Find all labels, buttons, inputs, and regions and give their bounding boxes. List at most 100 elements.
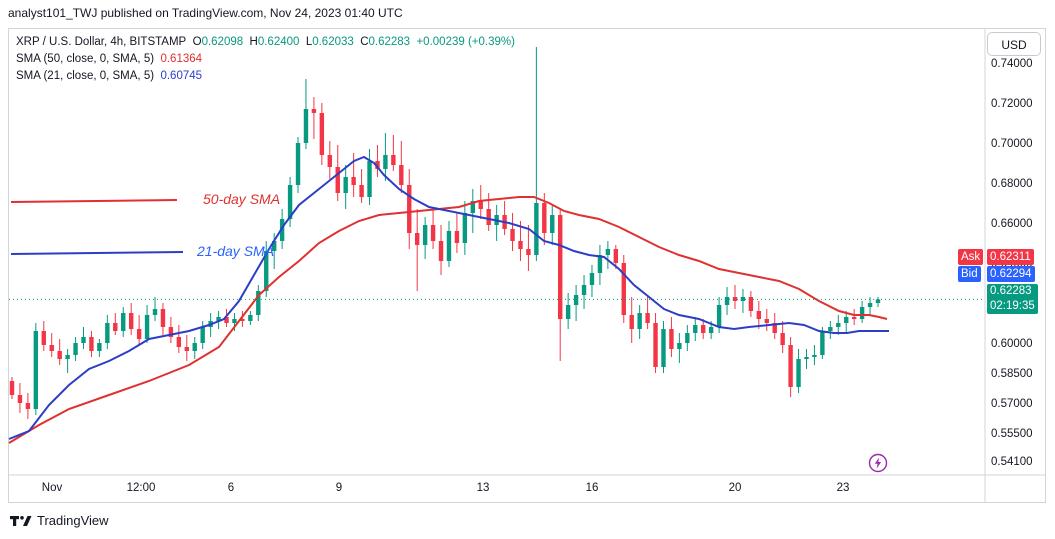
candle-body xyxy=(152,309,158,315)
candle-body xyxy=(764,319,769,323)
candle-body xyxy=(176,337,182,347)
candle-body xyxy=(375,161,380,169)
candle-body xyxy=(756,311,762,319)
candle-body xyxy=(701,325,706,333)
flash-icon[interactable] xyxy=(868,453,888,473)
currency-button[interactable]: USD xyxy=(987,32,1041,56)
candle-body xyxy=(279,219,285,241)
candle-body xyxy=(438,241,444,261)
sma50-line xyxy=(8,196,888,444)
price-tick-label: 0.74000 xyxy=(991,58,1033,70)
candle-body xyxy=(399,165,404,185)
candle-body xyxy=(542,203,547,233)
candle-body xyxy=(828,327,833,331)
low-value: 0.62033 xyxy=(312,36,354,48)
candle-body xyxy=(17,395,23,403)
candle-body xyxy=(113,323,118,331)
candle-body xyxy=(661,329,666,367)
candle-body xyxy=(518,241,523,249)
candle-body xyxy=(383,155,388,169)
candle-body xyxy=(335,167,340,193)
sma50-label: SMA (50, close, 0, SMA, 5) xyxy=(16,53,155,65)
price-tick-label: 0.70000 xyxy=(991,138,1033,150)
tradingview-logo-icon xyxy=(10,515,32,526)
candle-body xyxy=(558,215,563,319)
publisher-line: analyst101_TWJ published on TradingView.… xyxy=(8,6,403,20)
open-value: 0.62098 xyxy=(201,36,244,48)
candle-body xyxy=(256,291,261,315)
sma50-legend-row[interactable]: SMA (50, close, 0, SMA, 5) 0.61364 xyxy=(16,51,515,68)
time-tick-label: Nov xyxy=(41,482,63,494)
candle-body xyxy=(248,315,253,321)
candle-body xyxy=(462,213,468,243)
candle-body xyxy=(232,319,237,323)
sma21-label: SMA (21, close, 0, SMA, 5) xyxy=(16,70,155,82)
candle-body xyxy=(271,241,277,251)
candle-body xyxy=(621,263,626,315)
ohlc-row: XRP / U.S. Dollar, 4h, BITSTAMP O0.62098… xyxy=(16,36,515,48)
price-tick-label: 0.55500 xyxy=(991,428,1033,440)
candle-body xyxy=(264,251,269,291)
candle-body xyxy=(732,297,738,301)
candle-body xyxy=(144,315,150,339)
candle-body xyxy=(772,323,777,333)
candle-body xyxy=(65,355,70,359)
candle-body xyxy=(367,161,372,197)
chart-frame xyxy=(8,28,1046,503)
candle-body xyxy=(550,215,555,233)
candle-body xyxy=(73,343,78,355)
candle-body xyxy=(407,185,412,233)
time-tick-label: 16 xyxy=(585,482,599,494)
candle-body xyxy=(224,317,229,323)
candle-body xyxy=(780,333,785,345)
sma21-value: 0.60745 xyxy=(160,70,203,82)
sma21-legend-row[interactable]: SMA (21, close, 0, SMA, 5) 0.60745 xyxy=(16,68,515,85)
tradingview-logo[interactable]: TradingView xyxy=(10,513,109,528)
candle-body xyxy=(613,249,619,263)
tradingview-wordmark: TradingView xyxy=(37,513,109,528)
price-tick-label: 0.72000 xyxy=(991,98,1033,110)
high-value: 0.62400 xyxy=(257,36,300,48)
candle-body xyxy=(748,297,754,311)
candle-body xyxy=(740,297,746,301)
candle-body xyxy=(685,333,690,343)
candle-body xyxy=(121,313,126,331)
candle-body xyxy=(319,113,325,155)
candle-body xyxy=(716,305,722,327)
candle-body xyxy=(629,315,634,329)
candle-body xyxy=(136,329,142,339)
candle-body xyxy=(645,313,650,323)
candle-body xyxy=(240,319,245,321)
candle-body xyxy=(89,337,94,351)
candle-body xyxy=(168,327,174,337)
ask-label-tag: Ask xyxy=(958,249,984,265)
time-tick-label: 13 xyxy=(476,482,490,494)
candle-body xyxy=(788,345,793,387)
time-tick-label: 12:00 xyxy=(126,482,156,494)
candle-body xyxy=(812,355,817,357)
candle-body xyxy=(486,209,491,225)
candle-body xyxy=(573,295,579,305)
candle-body xyxy=(49,345,54,351)
last-price-value: 0.62283 xyxy=(990,285,1032,297)
candle-body xyxy=(160,309,166,327)
candle-body xyxy=(581,285,587,295)
ask-price-tag: 0.62311 xyxy=(987,249,1034,265)
candle-body xyxy=(796,359,801,387)
price-tick-label: 0.54100 xyxy=(991,456,1033,468)
candle-body xyxy=(128,313,134,329)
candle-body xyxy=(327,155,332,167)
candle-body xyxy=(478,201,483,209)
candle-body xyxy=(836,323,841,327)
sma50-annotation-text: 50-day SMA xyxy=(203,191,280,207)
candle-body xyxy=(804,357,809,359)
candle-body xyxy=(200,327,205,343)
sma21-annotation-text: 21-day SMA xyxy=(196,243,274,259)
bid-price-tag: 0.62294 xyxy=(987,266,1035,282)
candle-body xyxy=(510,229,515,241)
symbol-name[interactable]: XRP / U.S. Dollar, 4h, BITSTAMP xyxy=(16,36,187,48)
price-tick-label: 0.68000 xyxy=(991,178,1033,190)
candle-body xyxy=(311,109,317,113)
candle-body xyxy=(391,155,396,165)
